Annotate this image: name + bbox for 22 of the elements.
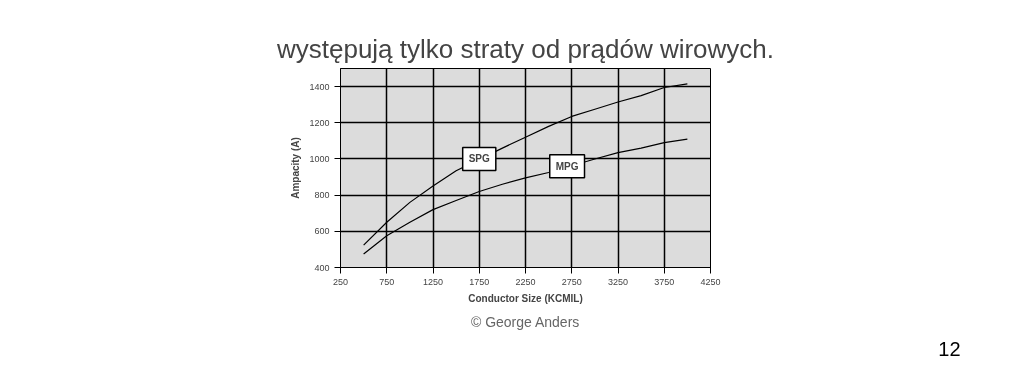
x-tick-label: 750 (379, 276, 395, 287)
y-tick-label: 1000 (309, 153, 330, 164)
y-tick-label: 800 (314, 190, 330, 201)
chart-title: występują tylko straty od prądów wirowych. (275, 33, 775, 64)
y-tick-label: 1400 (309, 81, 330, 92)
y-axis-title: Ampacity (A) (290, 137, 302, 199)
x-tick-label: 4250 (700, 276, 721, 287)
x-tick-label: 1750 (469, 276, 490, 287)
text: 12 (938, 337, 961, 360)
x-tick-label: 2750 (561, 276, 582, 287)
x-tick-label: 2250 (515, 276, 536, 287)
x-tick-label: 3750 (654, 276, 675, 287)
x-axis-title: Conductor Size (KCMIL) (468, 292, 583, 304)
y-tick-label: 600 (314, 226, 330, 237)
series-label: MPG (555, 160, 579, 172)
x-tick-label: 3250 (607, 276, 629, 287)
y-tick-label: 400 (314, 262, 330, 273)
y-tick-label: 1200 (309, 117, 330, 128)
series-label: SPG (468, 153, 491, 165)
x-tick-label: 250 (332, 276, 349, 287)
text: © George Anders (470, 313, 580, 330)
x-tick-label: 1250 (422, 276, 444, 287)
